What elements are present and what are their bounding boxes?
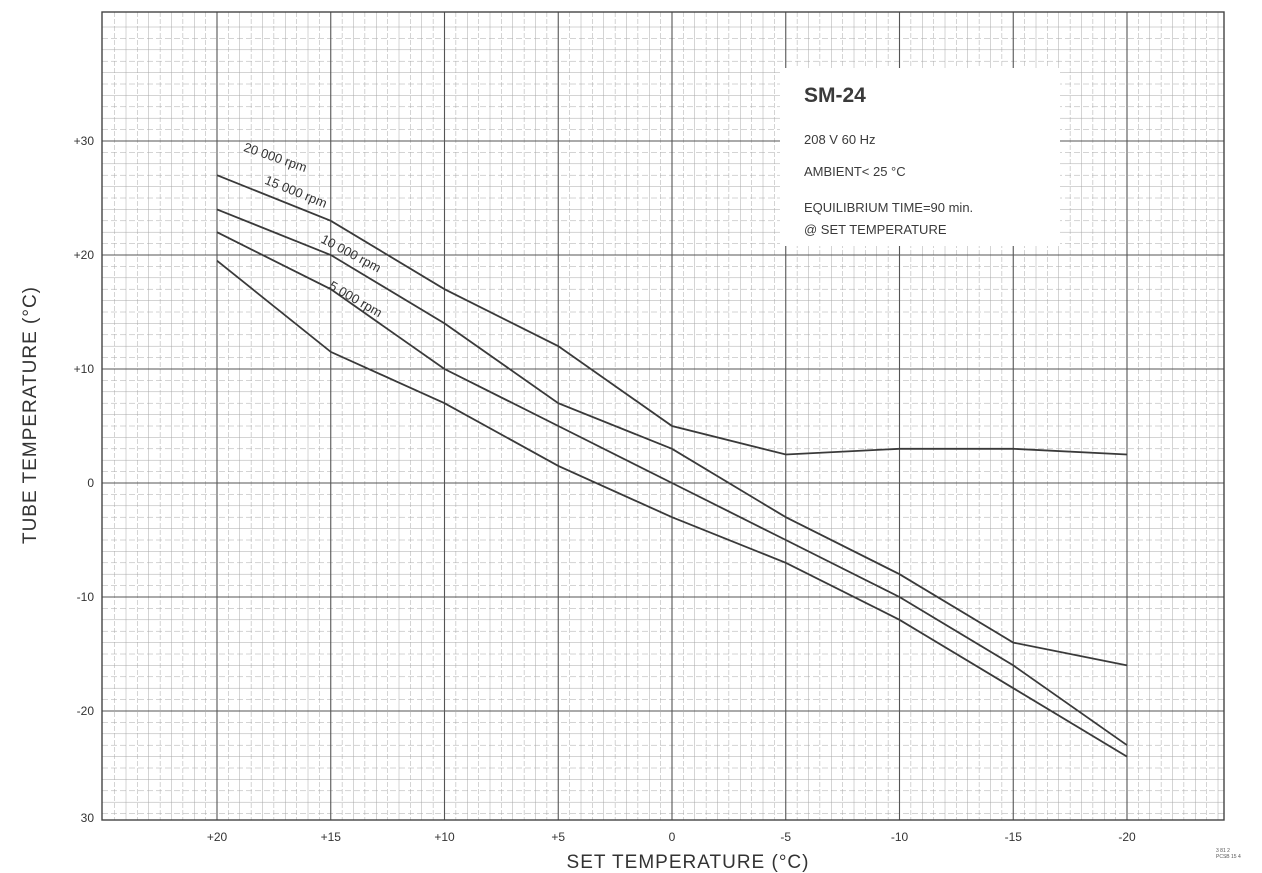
series-line (216, 208, 1128, 667)
y-tick-label: +10 (74, 362, 95, 376)
x-tick-label: +20 (207, 830, 228, 844)
chart-title: SM-24 (804, 84, 866, 107)
equilibrium-spec: EQUILIBRIUM TIME=90 min. (804, 200, 974, 215)
plot-frame (101, 11, 1225, 821)
y-tick-label: +30 (74, 134, 95, 148)
y-tick-label: +20 (74, 248, 95, 262)
series-label: 20 000 rpm (242, 139, 309, 175)
y-tick-label: -10 (77, 590, 95, 604)
chart-legend-box: SM-24 208 V 60 Hz AMBIENT< 25 °C EQUILIB… (780, 68, 1060, 246)
y-axis-title: TUBE TEMPERATURE (°C) (20, 286, 41, 544)
x-tick-label: -10 (891, 830, 909, 844)
print-code-line: 3 81 2 (1216, 848, 1230, 854)
set-temperature-note: @ SET TEMPERATURE (804, 222, 947, 237)
x-tick-label: +5 (551, 830, 565, 844)
x-tick-label: -20 (1118, 830, 1136, 844)
x-axis-title: SET TEMPERATURE (°C) (567, 852, 810, 873)
minor-grid (102, 12, 1224, 820)
series-line (216, 174, 1128, 456)
x-tick-label: -15 (1005, 830, 1023, 844)
data-series (216, 174, 1128, 758)
x-tick-label: +15 (321, 830, 342, 844)
series-line (216, 259, 1128, 758)
x-tick-label: 0 (669, 830, 676, 844)
y-tick-labels: +30 +20 +10 0 -10 -20 30 (74, 134, 95, 825)
print-code: 3 81 2 PCSB 15 4 (1216, 848, 1241, 860)
print-code-line: PCSB 15 4 (1216, 854, 1241, 860)
power-spec: 208 V 60 Hz (804, 132, 876, 147)
x-tick-label: -5 (780, 830, 791, 844)
x-tick-labels: +20 +15 +10 +5 0 -5 -10 -15 -20 (207, 830, 1136, 844)
series-line (216, 231, 1128, 746)
x-tick-label: +10 (434, 830, 455, 844)
y-tick-label: 30 (81, 811, 95, 825)
y-tick-label: 0 (87, 476, 94, 490)
y-tick-label: -20 (77, 704, 95, 718)
ambient-spec: AMBIENT< 25 °C (804, 164, 906, 179)
